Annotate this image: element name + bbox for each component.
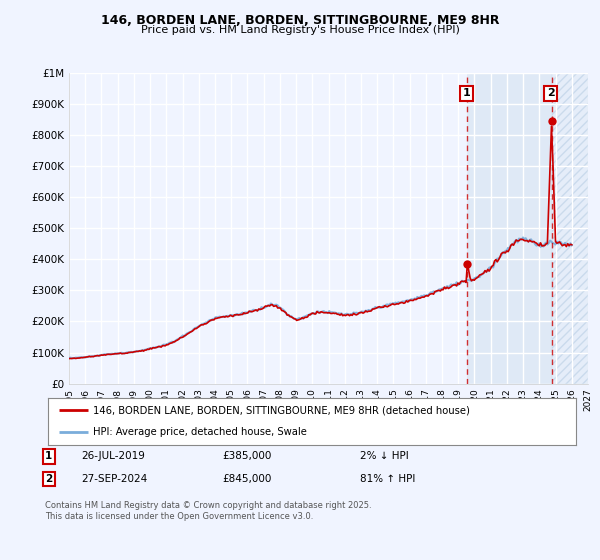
Text: 146, BORDEN LANE, BORDEN, SITTINGBOURNE, ME9 8HR: 146, BORDEN LANE, BORDEN, SITTINGBOURNE,… [101,14,499,27]
Text: 1: 1 [463,88,470,99]
Text: 2: 2 [45,474,52,484]
Text: 2: 2 [547,88,554,99]
Text: HPI: Average price, detached house, Swale: HPI: Average price, detached house, Swal… [93,427,307,437]
Text: £845,000: £845,000 [222,474,271,484]
Text: 26-JUL-2019: 26-JUL-2019 [81,451,145,461]
Bar [551,73,588,384]
Text: Contains HM Land Registry data © Crown copyright and database right 2025.
This d: Contains HM Land Registry data © Crown c… [45,501,371,521]
Text: 146, BORDEN LANE, BORDEN, SITTINGBOURNE, ME9 8HR (detached house): 146, BORDEN LANE, BORDEN, SITTINGBOURNE,… [93,405,470,416]
Text: £385,000: £385,000 [222,451,271,461]
Text: 2% ↓ HPI: 2% ↓ HPI [360,451,409,461]
Text: 1: 1 [45,451,52,461]
Text: 81% ↑ HPI: 81% ↑ HPI [360,474,415,484]
Bar [467,73,551,384]
Text: 27-SEP-2024: 27-SEP-2024 [81,474,147,484]
Text: Price paid vs. HM Land Registry's House Price Index (HPI): Price paid vs. HM Land Registry's House … [140,25,460,35]
